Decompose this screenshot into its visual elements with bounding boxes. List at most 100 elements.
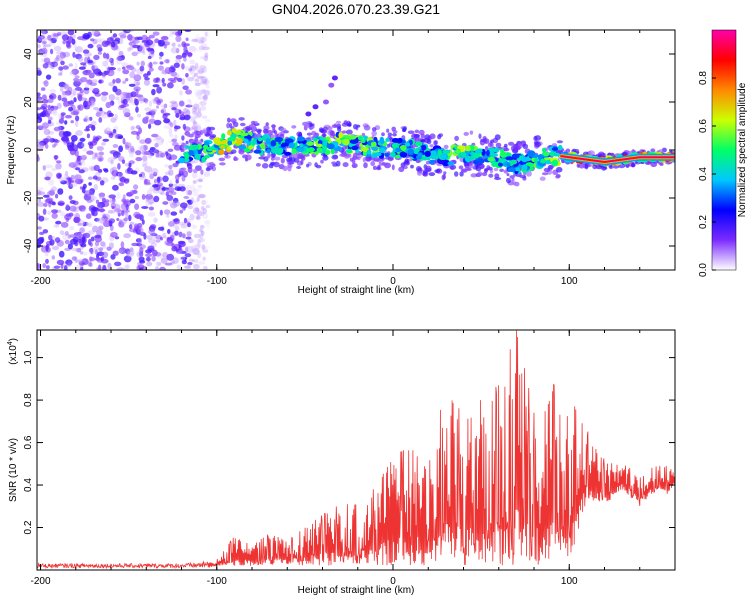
noise-mark: [112, 33, 118, 38]
noise-mark: [170, 30, 174, 35]
noise-mark: [187, 199, 193, 205]
noise-mark: [191, 215, 199, 219]
noise-mark: [126, 30, 134, 33]
noise-mark: [116, 59, 122, 65]
noise-mark: [54, 139, 60, 143]
halo-mark: [351, 159, 356, 164]
noise-mark: [205, 222, 210, 228]
trace-mark: [534, 157, 539, 164]
noise-mark: [180, 202, 188, 209]
spectrogram-y-axis: -40 -20 0 20 40: [23, 48, 675, 253]
halo-mark: [602, 166, 608, 170]
noise-mark: [98, 117, 103, 123]
noise-mark: [54, 155, 58, 161]
trace-mark: [379, 147, 386, 154]
trace-mark: [384, 152, 390, 157]
noise-mark: [80, 243, 87, 248]
noise-mark: [133, 97, 138, 104]
noise-mark: [171, 183, 178, 187]
noise-mark: [200, 42, 208, 49]
noise-mark: [182, 233, 186, 239]
noise-mark: [199, 36, 207, 43]
trace-mark: [508, 167, 516, 173]
noise-mark: [119, 34, 127, 39]
noise-mark: [145, 39, 154, 46]
trace-mark: [424, 150, 431, 157]
spectrogram-x-axis: -200 -100 0 100: [31, 30, 676, 287]
noise-mark: [133, 223, 139, 228]
noise-mark: [67, 243, 73, 250]
colorbar: 0.0 0.2 0.4 0.6 0.8 Normalized spectral ampl…: [698, 29, 748, 277]
trace-mark: [490, 152, 498, 158]
noise-mark: [98, 79, 102, 84]
noise-mark: [148, 201, 153, 206]
noise-mark: [122, 80, 127, 84]
trace-mark: [397, 137, 403, 144]
halo-mark: [512, 143, 518, 150]
noise-mark: [37, 236, 44, 244]
noise-mark: [177, 232, 185, 238]
noise-mark: [82, 232, 91, 239]
spectrogram-y-axis-label: Frequency (Hz): [6, 116, 17, 185]
noise-mark: [152, 149, 160, 154]
noise-mark: [74, 149, 79, 157]
noise-mark: [128, 162, 132, 168]
noise-mark: [178, 231, 183, 238]
noise-mark: [111, 169, 119, 177]
noise-mark: [156, 99, 162, 106]
halo-mark: [418, 130, 425, 135]
halo-mark: [391, 164, 395, 171]
noise-mark: [170, 211, 178, 216]
isolated-feature: [305, 111, 312, 117]
noise-mark: [80, 62, 87, 66]
halo-mark: [511, 177, 515, 182]
noise-mark: [158, 39, 166, 47]
noise-mark: [175, 58, 182, 64]
noise-mark: [205, 204, 211, 209]
noise-mark: [178, 109, 182, 114]
noise-mark: [137, 95, 145, 102]
halo-mark: [314, 162, 318, 168]
noise-mark: [71, 38, 76, 45]
noise-mark: [162, 232, 167, 238]
noise-mark: [133, 74, 142, 82]
noise-mark: [84, 190, 92, 197]
spectrogram-x-axis-label: Height of straight line (km): [298, 285, 415, 296]
noise-mark: [140, 60, 145, 67]
trace-mark: [266, 148, 271, 154]
halo-mark: [233, 121, 239, 128]
halo-mark: [218, 157, 226, 162]
noise-mark: [125, 248, 131, 255]
halo-mark: [410, 164, 414, 169]
noise-mark: [185, 236, 192, 240]
noise-mark: [41, 30, 46, 37]
noise-mark: [101, 91, 109, 96]
noise-mark: [145, 111, 153, 116]
noise-mark: [195, 89, 204, 96]
noise-mark: [173, 144, 182, 151]
noise-mark: [160, 191, 165, 196]
noise-mark: [101, 251, 109, 258]
noise-mark: [160, 257, 168, 264]
noise-mark: [95, 171, 102, 176]
trace-mark: [432, 155, 439, 160]
noise-mark: [194, 37, 202, 44]
noise-mark: [162, 113, 168, 120]
noise-mark: [115, 78, 121, 84]
noise-mark: [58, 118, 65, 124]
noise-mark: [65, 41, 71, 48]
noise-mark: [75, 259, 82, 264]
noise-mark: [115, 96, 120, 101]
noise-mark: [147, 55, 152, 60]
noise-mark: [128, 116, 134, 121]
noise-mark: [184, 246, 189, 253]
noise-mark: [43, 80, 49, 87]
noise-mark: [145, 193, 153, 200]
noise-mark: [99, 107, 103, 112]
noise-mark: [199, 67, 205, 75]
noise-mark: [92, 79, 98, 84]
noise-mark: [198, 186, 202, 193]
noise-mark: [141, 194, 146, 200]
noise-mark: [118, 99, 122, 105]
noise-mark: [191, 172, 198, 179]
